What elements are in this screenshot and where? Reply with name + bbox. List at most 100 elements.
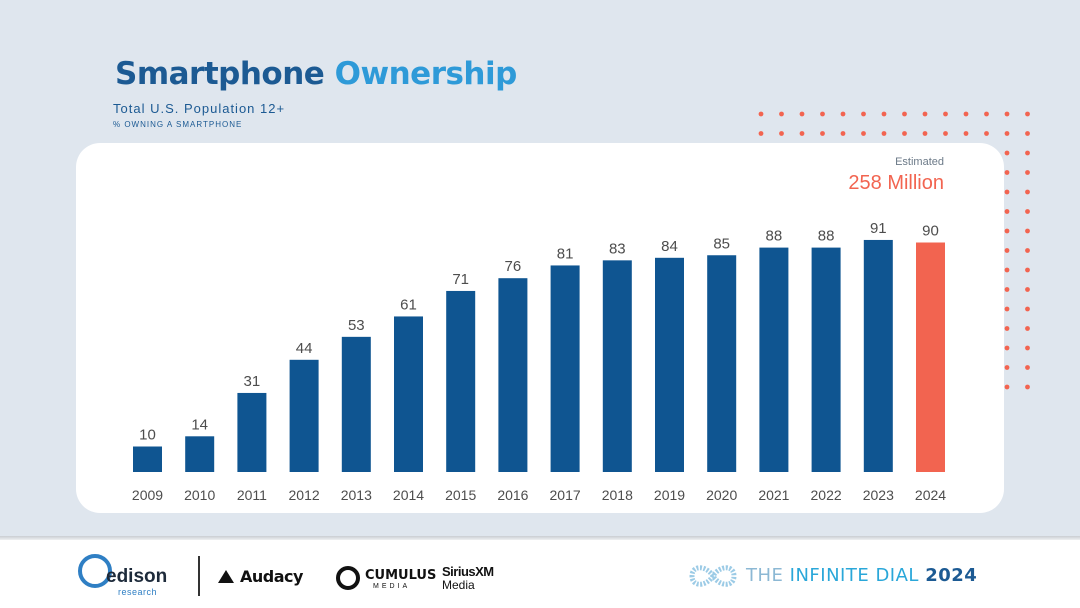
chart-subsubtitle: % Owning a Smartphone — [113, 120, 243, 129]
edison-research-logo: edison research — [78, 554, 188, 597]
x-tick-label-2013: 2013 — [341, 487, 372, 503]
bar-2016 — [498, 278, 528, 472]
bar-2011 — [237, 392, 267, 472]
value-label-2015: 71 — [452, 271, 469, 288]
bar-2012 — [289, 359, 319, 472]
bar-2023 — [863, 239, 893, 472]
decor-dot — [1025, 345, 1030, 351]
decor-dot — [1004, 267, 1010, 273]
bar-2015 — [446, 290, 476, 472]
logo-separator — [198, 556, 200, 596]
decor-dot — [1004, 384, 1010, 390]
value-label-2022: 88 — [818, 228, 835, 245]
x-tick-label-2014: 2014 — [393, 487, 424, 503]
decor-dot — [1025, 267, 1030, 273]
decor-dot — [1025, 365, 1030, 370]
decor-dot — [1025, 209, 1030, 214]
decor-dot — [922, 131, 928, 136]
decor-dot — [1004, 209, 1010, 214]
decor-dot — [1004, 111, 1010, 117]
siriusxm-logo-sub: Media — [442, 578, 475, 592]
decor-dot — [943, 131, 948, 136]
footer-bar — [0, 536, 1080, 608]
x-tick-label-2012: 2012 — [289, 487, 320, 503]
bar-chart: 10 2009 14 2010 31 2011 44 2012 53 2013 61 2014 71 20… — [132, 220, 946, 503]
decor-dot — [881, 111, 887, 117]
x-tick-label-2015: 2015 — [445, 487, 476, 503]
bar-2017 — [550, 265, 580, 472]
decor-dot — [840, 131, 846, 136]
bar-2014 — [394, 316, 423, 472]
x-tick-label-2016: 2016 — [497, 487, 528, 503]
footer-divider — [0, 536, 1080, 540]
siriusxm-logo-name: SiriusXM — [442, 564, 494, 579]
infinite-dial-text: THE INFINITE DIAL 2024 — [746, 565, 977, 586]
decor-dot — [799, 131, 805, 136]
decor-dot — [1004, 131, 1010, 136]
cumulus-c-icon — [336, 566, 360, 590]
decor-dot — [963, 111, 969, 117]
x-tick-label-2017: 2017 — [550, 487, 581, 503]
decor-dot — [984, 131, 989, 136]
x-tick-label-2024: 2024 — [915, 487, 946, 503]
bar-2024 — [916, 242, 945, 472]
x-tick-label-2010: 2010 — [184, 487, 215, 503]
value-label-2021: 88 — [766, 228, 783, 245]
value-label-2023: 91 — [870, 220, 887, 237]
decor-dot — [1025, 150, 1030, 156]
decor-dot — [779, 111, 784, 117]
bar-2009 — [133, 446, 162, 472]
x-tick-label-2019: 2019 — [654, 487, 685, 503]
siriusxm-media-logo: SiriusXM Media — [442, 564, 494, 591]
value-label-2019: 84 — [661, 238, 678, 255]
audacy-logo-text: Audacy — [240, 567, 303, 586]
decor-dot — [902, 131, 907, 136]
bar-2013 — [341, 336, 371, 472]
decor-dot — [1004, 170, 1010, 175]
decor-dot — [861, 131, 866, 136]
decor-dot — [1004, 287, 1010, 292]
decor-dot — [922, 111, 928, 117]
x-tick-label-2022: 2022 — [811, 487, 842, 503]
decor-dot — [1004, 189, 1010, 195]
audacy-logo: Audacy — [218, 567, 303, 586]
bar-2018 — [602, 260, 632, 472]
x-tick-label-2009: 2009 — [132, 487, 163, 503]
bar-2022 — [811, 247, 841, 472]
decor-dot — [1004, 326, 1010, 331]
decor-dot — [1025, 170, 1030, 175]
decor-dot — [1004, 248, 1010, 253]
bar-2010 — [185, 436, 215, 472]
decor-dot — [799, 111, 805, 117]
chart-card: 10 2009 14 2010 31 2011 44 2012 53 2013 61 2014 71 20… — [76, 143, 1004, 513]
x-tick-label-2020: 2020 — [706, 487, 737, 503]
decor-dot — [1025, 326, 1030, 331]
title-part-1: Smartphone — [115, 56, 325, 92]
value-label-2012: 44 — [296, 340, 313, 357]
decor-dot — [1025, 287, 1030, 292]
value-label-2018: 83 — [609, 240, 626, 257]
decor-dot — [1004, 365, 1010, 370]
dial-infinite: INFINITE DIAL — [789, 565, 919, 586]
estimate-value: 258 Million — [848, 172, 944, 194]
decor-dot — [984, 111, 989, 117]
value-label-2013: 53 — [348, 317, 365, 334]
decor-dot — [861, 111, 866, 117]
bar-2020 — [707, 255, 737, 472]
decor-dot — [1025, 189, 1030, 195]
x-tick-label-2018: 2018 — [602, 487, 633, 503]
edison-logo-name: edison — [106, 566, 168, 587]
decor-dot — [1004, 345, 1010, 351]
decor-dot — [1004, 306, 1010, 312]
x-tick-label-2021: 2021 — [758, 487, 789, 503]
bar-2021 — [759, 247, 789, 472]
decor-dot — [758, 111, 764, 117]
value-label-2009: 10 — [139, 427, 156, 444]
decor-dot — [779, 131, 784, 136]
dial-year: 2024 — [925, 565, 978, 586]
decor-dot — [963, 131, 969, 136]
x-tick-label-2023: 2023 — [863, 487, 894, 503]
decor-dot — [1025, 228, 1030, 234]
value-label-2011: 31 — [244, 373, 261, 390]
decor-dot — [1025, 384, 1030, 390]
